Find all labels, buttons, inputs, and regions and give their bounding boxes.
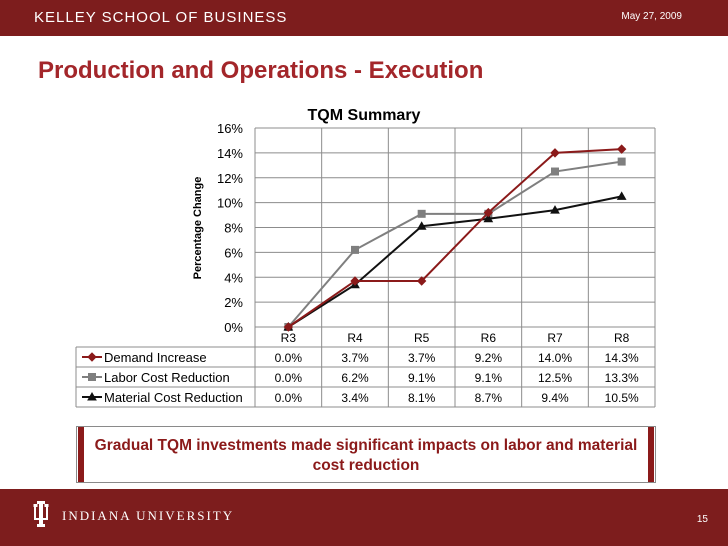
data-point: [551, 167, 559, 176]
data-point: [283, 322, 294, 332]
y-tick-label: 0%: [224, 320, 243, 335]
data-point: [616, 144, 627, 154]
x-category-label: R5: [414, 331, 430, 345]
data-point: [416, 276, 427, 286]
x-category-label: R3: [281, 331, 297, 345]
footer-rule: [0, 486, 728, 489]
table-value: 14.3%: [605, 351, 639, 365]
table-value: 0.0%: [275, 371, 303, 385]
data-point: [616, 191, 627, 200]
y-tick-label: 6%: [224, 245, 243, 260]
university-name: INDIANA UNIVERSITY: [62, 508, 235, 523]
data-point: [483, 213, 494, 223]
page-number: 15: [696, 514, 708, 525]
series-line: [287, 195, 622, 328]
header-band: [0, 0, 728, 36]
table-value: 3.7%: [341, 351, 369, 365]
table-value: 8.7%: [475, 391, 503, 405]
data-point: [417, 209, 426, 218]
data-point: [550, 148, 560, 158]
takeaway-right-band: [648, 427, 654, 482]
x-category-label: R7: [547, 331, 563, 345]
footer-band: [0, 489, 728, 546]
y-tick-label: 16%: [217, 121, 243, 136]
table-value: 13.3%: [605, 371, 639, 385]
takeaway-left-band: [78, 427, 84, 482]
data-point: [350, 276, 360, 286]
table-value: 10.5%: [605, 391, 639, 405]
data-point: [483, 207, 494, 218]
y-tick-label: 12%: [217, 171, 243, 186]
legend-label: Material Cost Reduction: [104, 390, 243, 405]
table-value: 6.2%: [341, 371, 369, 385]
table-value: 8.1%: [408, 391, 436, 405]
x-category-label: R8: [614, 331, 630, 345]
chart-title: TQM Summary: [308, 107, 421, 124]
data-point: [416, 221, 427, 230]
legend-marker: [87, 352, 97, 362]
slide-title: Production and Operations - Execution: [38, 57, 484, 84]
table-value: 3.7%: [408, 351, 436, 365]
takeaway-text: Gradual TQM investments made significant…: [94, 437, 638, 474]
series-line: [287, 148, 622, 328]
table-value: 9.1%: [475, 371, 503, 385]
table-value: 14.0%: [538, 351, 572, 365]
y-tick-label: 14%: [217, 146, 243, 161]
table-value: 0.0%: [275, 351, 303, 365]
trident-logo-icon: [33, 501, 49, 527]
legend-marker: [88, 373, 96, 381]
legend-marker: [87, 391, 97, 401]
y-tick-label: 4%: [224, 270, 243, 285]
y-axis-label: Percentage Change: [192, 177, 204, 280]
tqm-chart: TQM Summary Percentage Change 0% 2% 4% 6% 8% 10…: [75, 107, 656, 408]
data-point: [351, 245, 359, 254]
table-value: 0.0%: [275, 391, 303, 405]
table-value: 9.2%: [475, 351, 503, 365]
legend-label: Demand Increase: [104, 350, 207, 365]
y-tick-label: 8%: [224, 221, 243, 236]
table-value: 9.4%: [541, 391, 569, 405]
table-value: 9.1%: [408, 371, 436, 385]
y-tick-label: 2%: [224, 295, 243, 310]
school-name: KELLEY SCHOOL OF BUSINESS: [34, 9, 288, 26]
legend-label: Labor Cost Reduction: [104, 370, 230, 385]
x-category-label: R6: [481, 331, 497, 345]
data-point: [617, 157, 626, 166]
x-category-label: R4: [347, 331, 363, 345]
data-point: [550, 205, 560, 214]
series-line: [287, 160, 622, 328]
takeaway-box: Gradual TQM investments made significant…: [76, 426, 656, 483]
y-tick-label: 10%: [217, 196, 243, 211]
table-value: 3.4%: [341, 391, 369, 405]
table-value: 12.5%: [538, 371, 572, 385]
slide-date: May 27, 2009: [621, 11, 682, 22]
